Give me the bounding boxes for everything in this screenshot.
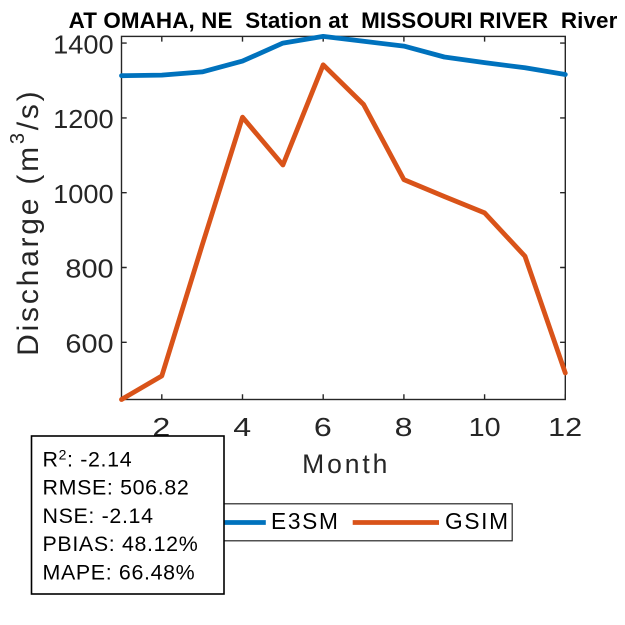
svg-text:10: 10 <box>469 414 501 442</box>
svg-text:GSIM: GSIM <box>445 508 510 534</box>
svg-text:R2: -2.14: R2: -2.14 <box>43 446 133 471</box>
svg-text:Month: Month <box>302 449 390 479</box>
svg-text:Discharge (m3/s): Discharge (m3/s) <box>7 89 45 356</box>
svg-text:4: 4 <box>233 414 251 442</box>
svg-text:8: 8 <box>395 414 413 442</box>
svg-text:NSE: -2.14: NSE: -2.14 <box>43 504 154 528</box>
svg-text:600: 600 <box>65 330 113 358</box>
svg-text:PBIAS: 48.12%: PBIAS: 48.12% <box>43 532 199 556</box>
svg-text:1000: 1000 <box>53 181 114 209</box>
svg-text:E3SM: E3SM <box>271 508 340 534</box>
svg-text:1400: 1400 <box>53 31 114 59</box>
svg-text:800: 800 <box>65 256 113 284</box>
svg-text:MAPE: 66.48%: MAPE: 66.48% <box>43 561 196 585</box>
svg-text:1200: 1200 <box>53 106 114 134</box>
svg-text:6: 6 <box>314 414 332 442</box>
svg-text:RMSE: 506.82: RMSE: 506.82 <box>43 476 190 500</box>
svg-text:12: 12 <box>548 414 582 442</box>
svg-text:AT OMAHA, NE Station at MISS: AT OMAHA, NE Station at MISSOURI RIVER R… <box>69 8 618 33</box>
svg-text:2: 2 <box>152 414 170 442</box>
